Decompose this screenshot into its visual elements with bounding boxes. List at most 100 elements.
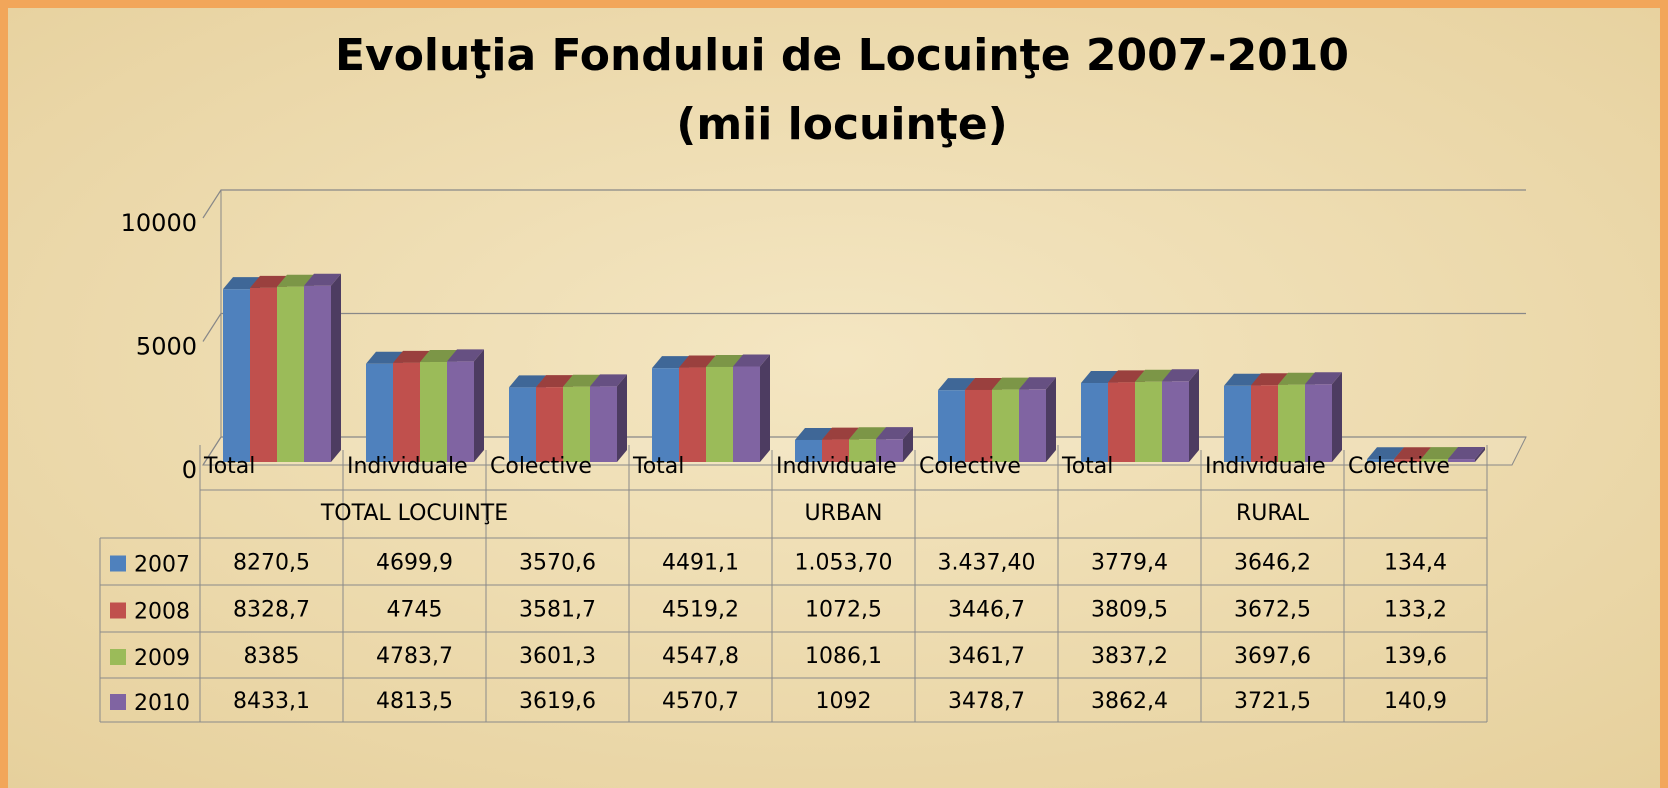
bar-top <box>1421 447 1458 460</box>
bar <box>1108 382 1135 462</box>
bar <box>795 439 822 462</box>
bar-top <box>447 349 484 362</box>
bar-top <box>679 355 716 368</box>
bar <box>1251 385 1278 462</box>
category-label: Individuale <box>347 454 468 479</box>
table-value: 8433,1 <box>233 689 310 714</box>
bar-top <box>1305 372 1342 385</box>
category-label: Individuale <box>776 454 897 479</box>
table-value: 1072,5 <box>805 598 882 623</box>
bar-top <box>733 354 770 367</box>
legend-label: 2007 <box>134 553 190 578</box>
bar-top <box>420 350 457 363</box>
legend-label: 2010 <box>134 691 190 716</box>
bar-top <box>250 275 287 288</box>
grid-line <box>202 189 1526 219</box>
bar-top <box>1251 373 1288 386</box>
bar-top <box>1448 447 1485 460</box>
table-value: 3446,7 <box>948 598 1025 623</box>
bar <box>1394 459 1421 462</box>
legend-label: 2008 <box>134 600 190 625</box>
legend-swatch <box>110 555 126 572</box>
bar-top <box>652 356 689 369</box>
table-value: 1086,1 <box>805 644 882 669</box>
bar-top <box>706 354 743 367</box>
bar <box>1135 381 1162 462</box>
table-value: 3478,7 <box>948 689 1025 714</box>
table-value: 4519,2 <box>662 598 739 623</box>
bar-top <box>822 427 859 440</box>
bar <box>304 285 331 462</box>
table-value: 3570,6 <box>519 551 596 576</box>
bar-top <box>1135 369 1172 382</box>
group-label: URBAN <box>805 501 883 526</box>
bar <box>965 389 992 462</box>
table-value: 4547,8 <box>662 644 739 669</box>
bar-top <box>563 374 600 387</box>
bar-top <box>938 378 975 391</box>
bar <box>1278 384 1305 462</box>
group-label: RURAL <box>1236 501 1310 526</box>
table-value: 4813,5 <box>376 689 453 714</box>
grid-line <box>202 312 1526 342</box>
category-label: Total <box>632 454 684 479</box>
category-label: Colective <box>919 454 1021 479</box>
bar <box>590 386 617 462</box>
table-value: 3779,4 <box>1091 551 1168 576</box>
bar-top <box>876 427 913 440</box>
chart-title: Evoluţia Fondului de Locuinţe 2007-2010 <box>335 30 1349 81</box>
bar-top <box>965 377 1002 390</box>
table-value: 140,9 <box>1384 689 1447 714</box>
table-value: 3721,5 <box>1234 689 1311 714</box>
bar-side <box>1332 372 1342 462</box>
bar <box>938 390 965 462</box>
bar <box>849 439 876 462</box>
bar <box>1305 384 1332 462</box>
bar <box>706 366 733 462</box>
table-value: 3619,6 <box>519 689 596 714</box>
bar <box>679 367 706 462</box>
table-value: 8385 <box>244 644 300 669</box>
table-value: 3.437,40 <box>938 551 1036 576</box>
category-label: Individuale <box>1205 454 1326 479</box>
y-tick-label: 10000 <box>121 209 197 237</box>
bar <box>652 368 679 462</box>
table-value: 3697,6 <box>1234 644 1311 669</box>
table-value: 133,2 <box>1384 598 1447 623</box>
bar-side <box>903 427 913 462</box>
table-value: 1.053,70 <box>795 551 893 576</box>
table-value: 3672,5 <box>1234 598 1311 623</box>
legend-swatch <box>110 602 126 619</box>
bar-side <box>760 354 770 462</box>
bar-top <box>849 427 886 440</box>
bar-top <box>1394 447 1431 460</box>
category-label: Total <box>1061 454 1113 479</box>
table-value: 134,4 <box>1384 551 1447 576</box>
bar <box>1081 383 1108 462</box>
bar-top <box>1162 369 1199 382</box>
bar-top <box>795 427 832 440</box>
table-value: 4491,1 <box>662 551 739 576</box>
bar-side <box>1475 447 1485 462</box>
bar-top <box>992 377 1029 390</box>
bar <box>733 366 760 462</box>
bar-top <box>509 375 546 388</box>
bar <box>876 439 903 462</box>
table-value: 3581,7 <box>519 598 596 623</box>
table-value: 3837,2 <box>1091 644 1168 669</box>
bar <box>1448 459 1475 462</box>
bar <box>420 362 447 462</box>
bar <box>250 287 277 462</box>
bar <box>277 286 304 462</box>
legend-swatch <box>110 649 126 665</box>
category-label: Total <box>203 454 255 479</box>
bar <box>563 386 590 462</box>
bar-top <box>1108 370 1145 383</box>
bar-top <box>393 350 430 363</box>
bar-top <box>536 375 573 388</box>
bar <box>223 289 250 462</box>
bar <box>1162 381 1189 462</box>
bar-top <box>366 351 403 364</box>
table-value: 1092 <box>816 689 872 714</box>
